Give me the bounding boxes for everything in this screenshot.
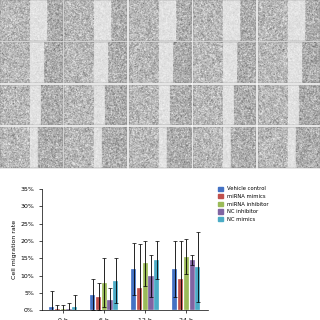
Bar — [67, 309, 72, 310]
Bar — [96, 297, 101, 310]
Bar — [55, 309, 60, 310]
Bar — [172, 269, 178, 310]
Bar — [113, 281, 118, 310]
Bar — [102, 283, 107, 310]
Bar — [178, 279, 183, 310]
Bar — [189, 260, 195, 310]
Bar — [131, 269, 136, 310]
Bar — [72, 307, 77, 310]
Bar — [61, 309, 66, 310]
Bar — [195, 267, 200, 310]
Legend: Vehicle control, miRNA mimics, miRNA inhibitor, NC inhibitor, NC mimics: Vehicle control, miRNA mimics, miRNA inh… — [217, 185, 270, 223]
Bar — [143, 263, 148, 310]
Bar — [90, 295, 95, 310]
Y-axis label: Cell migration rate: Cell migration rate — [12, 220, 17, 279]
Bar — [108, 300, 113, 310]
Bar — [49, 307, 54, 310]
Bar — [137, 288, 142, 310]
Bar — [154, 260, 159, 310]
Bar — [184, 257, 189, 310]
Bar — [148, 276, 154, 310]
